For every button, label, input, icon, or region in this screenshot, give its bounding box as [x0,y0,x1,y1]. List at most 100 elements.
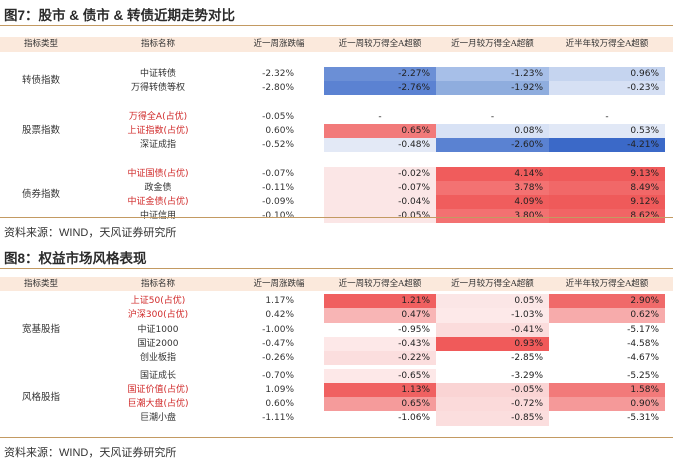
weekly-change: 0.60% [265,399,294,410]
index-name: 国证2000 [137,338,179,349]
category-label: 宽基股指 [21,324,60,335]
excess-1w-cell: -0.04% [324,195,436,209]
excess-6m-cell: 9.13% [549,167,665,181]
index-name: 政金债 [144,183,172,193]
excess-6m-cell: 0.53% [549,124,665,138]
table-row: 中证国债(占优) -0.07% -0.02% 4.14% 9.13% [0,167,673,181]
weekly-change: -0.47% [262,338,294,349]
excess-1m-cell: 0.05% [436,294,549,309]
excess-1w-cell: -0.02% [324,167,436,181]
weekly-change: -2.32% [262,69,294,79]
weekly-change: -0.07% [262,169,294,179]
excess-1m-cell: 0.08% [436,124,549,138]
excess-1w-cell: -2.27% [324,67,436,81]
table-row: 上证指数(占优) 0.60% 0.65% 0.08% 0.53% [0,124,673,138]
index-name: 巨潮小盘 [139,413,176,424]
header-cell: 指标名称 [140,39,175,49]
header-cell: 近一月较万得全A超额 [451,279,534,289]
figure-8-source: 资料来源：WIND，天风证券研究所 [4,447,177,459]
figure-7-source: 资料来源：WIND，天风证券研究所 [4,227,177,239]
figure-8-title: 图8：权益市场风格表现 [4,251,147,266]
table-row: 国证2000 -0.47% -0.43% 0.93% -4.58% [0,336,673,352]
excess-1m-cell: -1.03% [436,308,549,323]
excess-6m-cell: 2.90% [549,294,665,309]
excess-1w-cell: -0.48% [324,138,436,152]
excess-6m-cell: -0.23% [549,81,665,95]
index-name: 沪深300(占优) [127,310,189,321]
excess-6m-cell: 1.58% [549,382,665,398]
index-name: 中证国债(占优) [127,169,189,179]
category-label: 转债指数 [21,75,60,86]
figure-7-bottom-rule [0,217,673,218]
excess-6m-cell: 0.90% [549,397,665,412]
weekly-change: -0.26% [262,353,294,364]
excess-1w-cell: -2.76% [324,81,436,95]
excess-1w-cell: -0.65% [324,368,436,383]
figure-7-top-rule [0,25,673,26]
header-cell: 指标名称 [140,279,175,289]
header-cell: 指标类型 [23,279,58,289]
excess-1m-cell: -1.23% [436,67,549,81]
figure-8-bottom-rule [0,437,673,438]
table-row: 政金债 -0.11% -0.07% 3.78% 8.49% [0,181,673,195]
index-name: 上证指数(占优) [127,126,189,136]
index-name: 中证信用 [139,211,176,221]
excess-1m-cell: -2.60% [436,138,549,152]
weekly-change: -2.80% [262,83,294,93]
excess-6m-cell: -4.21% [549,138,665,152]
table-row: 沪深300(占优) 0.42% 0.47% -1.03% 0.62% [0,308,673,323]
index-name: 中证1000 [137,324,179,335]
category-label: 风格股指 [21,391,60,403]
table-row: 国证成长 -0.70% -0.65% -3.29% -5.25% [0,368,673,383]
excess-1w-cell: -0.22% [324,351,436,366]
excess-1m-cell: -0.72% [436,397,549,412]
table-row: 国证价值(占优) 1.09% 1.13% -0.05% 1.58% [0,382,673,398]
weekly-change: 0.60% [265,126,294,136]
table-row: 万得转债等权 -2.80% -2.76% -1.92% -0.23% [0,81,673,95]
excess-6m-cell: 8.62% [549,209,665,223]
table-row: 中证1000 -1.00% -0.95% -0.41% -5.17% [0,322,673,337]
excess-1w-cell: 1.21% [324,294,436,309]
excess-1m-cell: 4.14% [436,167,549,181]
table-row: 中证转债 -2.32% -2.27% -1.23% 0.96% [0,67,673,81]
excess-1w-cell: -1.06% [324,411,436,426]
excess-1m-cell: -2.85% [436,351,549,366]
weekly-change: -0.10% [262,211,294,221]
excess-1m-cell: 0.93% [436,336,549,352]
excess-1w-cell: -0.95% [324,322,436,337]
table-row: 中证金债(占优) -0.09% -0.04% 4.09% 9.12% [0,195,673,209]
excess-6m-cell: 8.49% [549,181,665,195]
table-header: 指标类型 指标名称 近一周涨跌幅 近一周较万得全A超额 近一月较万得全A超额 近半年较万得… [0,277,673,291]
weekly-change: -0.05% [262,112,294,122]
excess-1w-cell: - [324,110,436,124]
table-row: 巨潮小盘 -1.11% -1.06% -0.85% -5.31% [0,411,673,426]
excess-1m-cell: 3.80% [436,209,549,223]
excess-1m-cell: 4.09% [436,195,549,209]
excess-1m-cell: -3.29% [436,368,549,383]
weekly-change: 0.42% [265,310,294,321]
table-row: 深证成指 -0.52% -0.48% -2.60% -4.21% [0,138,673,152]
excess-1m-cell: -0.05% [436,382,549,398]
excess-1m-cell: -0.85% [436,411,549,426]
header-cell: 近半年较万得全A超额 [565,39,649,49]
excess-1w-cell: -0.43% [324,336,436,352]
weekly-change: 1.17% [265,296,294,306]
weekly-change: -1.11% [262,413,294,424]
index-name: 国证价值(占优) [127,384,189,395]
table-row: 上证50(占优) 1.17% 1.21% 0.05% 2.90% [0,294,673,309]
header-cell: 近一月较万得全A超额 [451,39,534,49]
header-cell: 近一周较万得全A超额 [338,39,422,49]
excess-6m-cell: -4.58% [549,336,665,352]
category-label: 债券指数 [21,189,60,200]
index-name: 万得全A(占优) [128,112,188,122]
excess-6m-cell: -4.67% [549,351,665,366]
excess-1m-cell: -1.92% [436,81,549,95]
excess-1w-cell: 0.65% [324,124,436,138]
weekly-change: -1.00% [262,324,294,335]
excess-1w-cell: -0.05% [324,209,436,223]
excess-1w-cell: -0.07% [324,181,436,195]
table-row: 创业板指 -0.26% -0.22% -2.85% -4.67% [0,351,673,366]
excess-6m-cell: - [549,110,665,124]
excess-6m-cell: 0.96% [549,67,665,81]
header-cell: 近一周较万得全A超额 [338,279,422,289]
